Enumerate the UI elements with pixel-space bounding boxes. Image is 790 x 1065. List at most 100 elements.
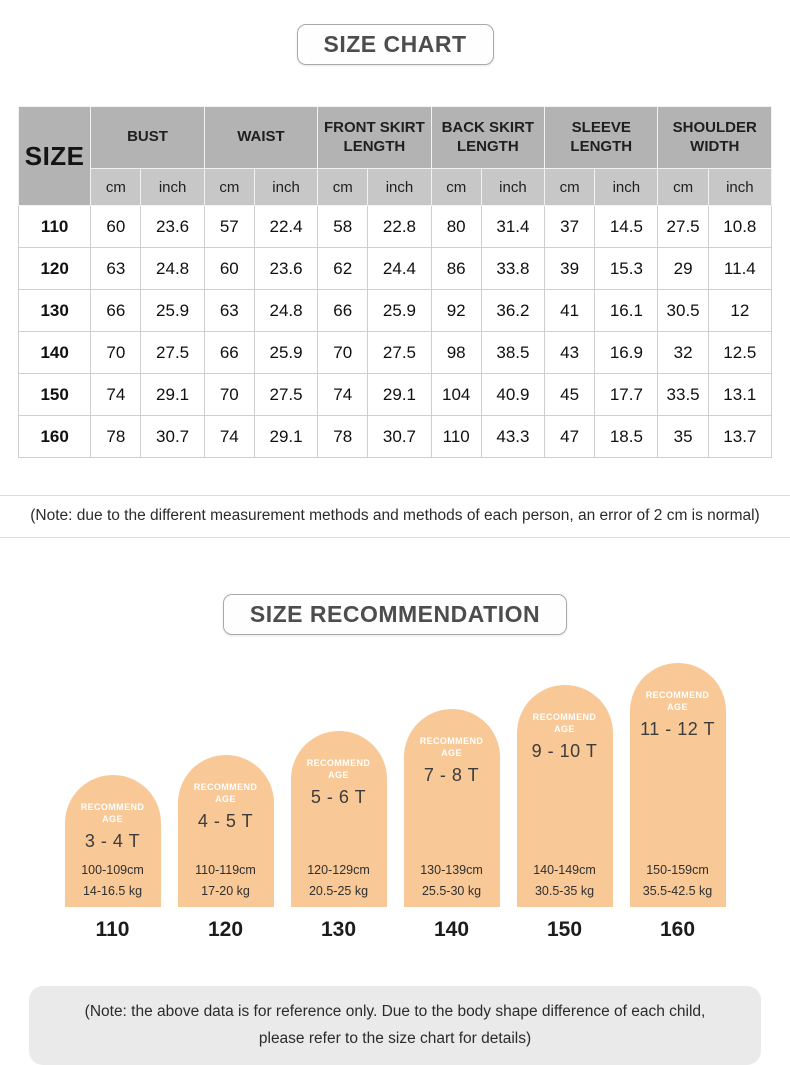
- measurement-cell: 35: [657, 415, 709, 458]
- measurement-cell: 12.5: [707, 331, 773, 374]
- recommend-age-value: 9 - 10 T: [531, 741, 598, 762]
- measurement-cell: 70: [317, 331, 369, 374]
- recommend-age-value: 7 - 8 T: [423, 765, 480, 786]
- arch-shape: RECOMMEND AGE 11 - 12 T 150-159cm 35.5-42.5…: [629, 663, 726, 907]
- measurement-cell: 24.8: [140, 247, 205, 290]
- size-value-cell: 140: [17, 331, 92, 374]
- recommend-age-heading: RECOMMEND AGE: [193, 782, 258, 805]
- measurement-cell: 36.2: [480, 289, 546, 332]
- measurement-cell: 25.9: [367, 289, 432, 332]
- measurement-cell: 78: [90, 415, 142, 458]
- size-label: 130: [320, 918, 357, 941]
- measurement-cell: 66: [203, 331, 255, 374]
- measurement-cell: 98: [430, 331, 482, 374]
- unit-header: inch: [480, 168, 546, 206]
- size-label: 150: [546, 918, 583, 941]
- weight-range: 14-16.5 kg: [82, 884, 143, 898]
- unit-header: cm: [657, 168, 709, 206]
- measurement-cell: 74: [317, 373, 369, 416]
- measurement-cell: 41: [544, 289, 596, 332]
- reference-note-box: (Note: the above data is for reference o…: [29, 986, 761, 1065]
- measurement-cell: 58: [317, 205, 369, 248]
- arch-shape: RECOMMEND AGE 4 - 5 T 110-119cm 17-20 kg: [177, 755, 274, 907]
- measurement-cell: 30.5: [657, 289, 709, 332]
- measurement-cell: 29.1: [140, 373, 205, 416]
- measurement-cell: 78: [317, 415, 369, 458]
- size-value-cell: 160: [17, 415, 92, 458]
- column-group-header: SLEEVE LENGTH: [544, 106, 659, 169]
- measurement-cell: 16.9: [594, 331, 659, 374]
- column-group-header: BACK SKIRT LENGTH: [430, 106, 546, 169]
- recommend-age-value: 5 - 6 T: [310, 787, 367, 808]
- column-group-header: WAIST: [203, 106, 319, 169]
- arch-bottom-text: 100-109cm 14-16.5 kg: [81, 863, 144, 898]
- arch-bottom-text: 110-119cm 17-20 kg: [195, 863, 256, 898]
- measurement-cell: 104: [430, 373, 482, 416]
- measurement-cell: 40.9: [480, 373, 546, 416]
- column-group-header: BUST: [90, 106, 205, 169]
- measurement-cell: 29: [657, 247, 709, 290]
- measurement-cell: 14.5: [594, 205, 659, 248]
- recommend-age-heading: RECOMMEND AGE: [645, 690, 710, 713]
- measurement-error-note: (Note: due to the different measurement …: [0, 495, 790, 538]
- column-group-header: FRONT SKIRT LENGTH: [317, 106, 432, 169]
- measurement-cell: 16.1: [594, 289, 659, 332]
- unit-header: cm: [544, 168, 596, 206]
- unit-header: cm: [317, 168, 369, 206]
- measurement-cell: 92: [430, 289, 482, 332]
- size-table-row: 120 63 24.8 60 23.6 62 24.4 86 33.8 39 15.3 29 11.4: [17, 247, 773, 290]
- measurement-cell: 17.7: [594, 373, 659, 416]
- measurement-cell: 18.5: [594, 415, 659, 458]
- arch-shape: RECOMMEND AGE 5 - 6 T 120-129cm 20.5-25 kg: [290, 731, 387, 907]
- measurement-cell: 86: [430, 247, 482, 290]
- unit-header: cm: [430, 168, 482, 206]
- measurement-cell: 43.3: [480, 415, 546, 458]
- size-label: 140: [433, 918, 470, 941]
- measurement-cell: 25.9: [253, 331, 319, 374]
- measurement-cell: 66: [90, 289, 142, 332]
- measurement-cell: 31.4: [480, 205, 546, 248]
- measurement-cell: 60: [90, 205, 142, 248]
- recommend-age-heading: RECOMMEND AGE: [306, 758, 371, 781]
- measurement-cell: 10.8: [707, 205, 773, 248]
- height-range: 120-129cm: [307, 863, 370, 877]
- measurement-cell: 43: [544, 331, 596, 374]
- measurement-cell: 38.5: [480, 331, 546, 374]
- arch-top-text: RECOMMEND AGE 9 - 10 T: [532, 711, 598, 762]
- measurement-cell: 23.6: [140, 205, 205, 248]
- weight-range: 25.5-30 kg: [421, 884, 482, 898]
- measurement-cell: 22.4: [253, 205, 319, 248]
- height-range: 140-149cm: [533, 863, 596, 877]
- measurement-cell: 33.8: [480, 247, 546, 290]
- size-table-row: 130 66 25.9 63 24.8 66 25.9 92 36.2 41 16.1 30.5 12: [17, 289, 773, 332]
- measurement-cell: 62: [317, 247, 369, 290]
- arch-shape: RECOMMEND AGE 7 - 8 T 130-139cm 25.5-30 kg: [403, 709, 500, 907]
- recommend-age-value: 3 - 4 T: [84, 831, 141, 852]
- arch-top-text: RECOMMEND AGE 5 - 6 T: [307, 757, 371, 808]
- weight-range: 20.5-25 kg: [308, 884, 369, 898]
- measurement-cell: 80: [430, 205, 482, 248]
- measurement-cell: 33.5: [657, 373, 709, 416]
- recommend-age-value: 4 - 5 T: [197, 811, 254, 832]
- arch-top-text: RECOMMEND AGE 3 - 4 T: [81, 801, 145, 852]
- measurement-cell: 32: [657, 331, 709, 374]
- measurement-cell: 57: [203, 205, 255, 248]
- measurement-cell: 60: [203, 247, 255, 290]
- unit-header: inch: [140, 168, 205, 206]
- size-value-cell: 120: [17, 247, 92, 290]
- measurement-cell: 13.7: [707, 415, 773, 458]
- size-value-cell: 150: [17, 373, 92, 416]
- recommend-age-heading: RECOMMEND AGE: [532, 712, 597, 735]
- size-table-row: 150 74 29.1 70 27.5 74 29.1 104 40.9 45 17.7 33.5 13…: [17, 373, 773, 416]
- measurement-cell: 30.7: [367, 415, 432, 458]
- arch-bottom-text: 140-149cm 30.5-35 kg: [533, 863, 596, 898]
- size-recommendation-item: RECOMMEND AGE 4 - 5 T 110-119cm 17-20 kg 120: [177, 755, 274, 942]
- measurement-cell: 13.1: [707, 373, 773, 416]
- measurement-cell: 45: [544, 373, 596, 416]
- measurement-cell: 74: [90, 373, 142, 416]
- measurement-cell: 27.5: [657, 205, 709, 248]
- height-range: 150-159cm: [646, 863, 709, 877]
- arch-bottom-text: 150-159cm 35.5-42.5 kg: [643, 863, 713, 898]
- measurement-cell: 37: [544, 205, 596, 248]
